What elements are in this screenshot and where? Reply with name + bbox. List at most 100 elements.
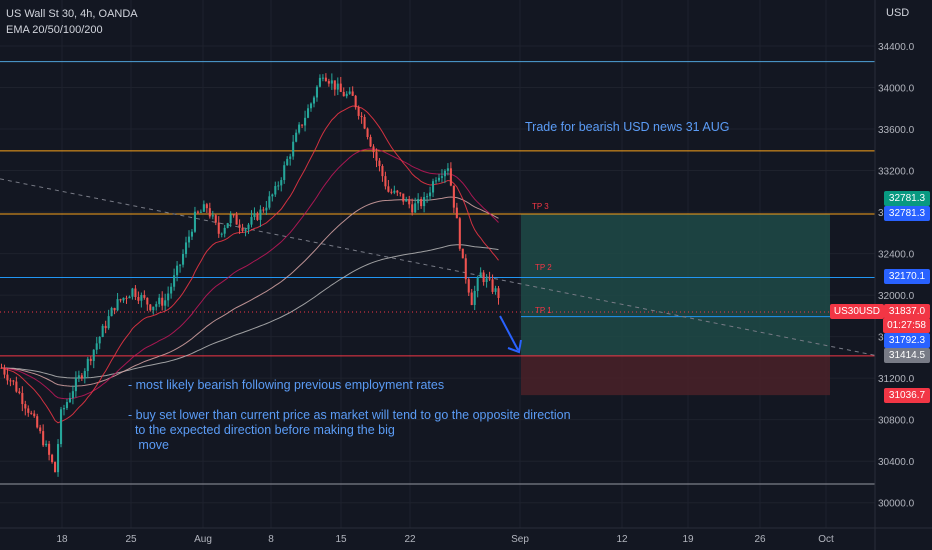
candle bbox=[464, 258, 467, 280]
candle bbox=[443, 170, 446, 177]
time-tick-label: 26 bbox=[754, 534, 766, 545]
candle bbox=[158, 297, 161, 305]
candle bbox=[45, 443, 48, 446]
candle bbox=[104, 325, 107, 329]
candle bbox=[470, 292, 473, 305]
candle bbox=[384, 176, 387, 187]
candle bbox=[423, 197, 426, 207]
candle bbox=[21, 393, 24, 405]
candle bbox=[271, 194, 274, 197]
note-2-line1: - buy set lower than current price as ma… bbox=[128, 408, 571, 422]
candle bbox=[116, 299, 119, 311]
arrow-head bbox=[507, 339, 522, 354]
candle bbox=[333, 80, 336, 90]
candle bbox=[80, 375, 83, 379]
last-price-tag: 31837.0 bbox=[884, 304, 930, 319]
candle bbox=[360, 115, 363, 117]
candle bbox=[306, 108, 310, 118]
tp1-label: TP 1 bbox=[535, 306, 552, 315]
candle bbox=[36, 416, 39, 428]
candle bbox=[301, 124, 304, 126]
candle bbox=[304, 117, 307, 126]
tp2-label: TP 2 bbox=[535, 263, 552, 272]
candle bbox=[315, 86, 319, 98]
note-2-line2: to the expected direction before making … bbox=[128, 423, 395, 437]
entry-price-tag: 31414.5 bbox=[884, 348, 930, 363]
note-2-line3: move bbox=[128, 438, 169, 452]
candle bbox=[253, 213, 256, 218]
candle bbox=[146, 297, 149, 305]
candle bbox=[265, 207, 268, 211]
candle bbox=[229, 214, 232, 224]
candle bbox=[95, 343, 98, 350]
candle bbox=[39, 427, 42, 432]
candle bbox=[59, 409, 63, 445]
candle bbox=[30, 412, 33, 414]
candle bbox=[411, 204, 414, 213]
trade-zones bbox=[521, 214, 830, 396]
candle bbox=[280, 180, 283, 186]
ema-100-line bbox=[1, 196, 499, 387]
candle bbox=[485, 278, 488, 283]
candle bbox=[128, 296, 131, 299]
candle bbox=[437, 177, 441, 181]
candle bbox=[405, 199, 408, 202]
candle bbox=[214, 215, 217, 223]
candle bbox=[173, 275, 176, 287]
price-tick-label: 30000.0 bbox=[878, 499, 915, 510]
candle bbox=[473, 290, 476, 305]
price-tick-label: 32000.0 bbox=[878, 291, 915, 302]
tp2-price-tag: 32170.1 bbox=[884, 269, 930, 284]
indicator-legend[interactable]: EMA 20/50/100/200 bbox=[6, 24, 103, 36]
candle bbox=[336, 83, 339, 90]
candle bbox=[68, 398, 71, 403]
candle bbox=[402, 193, 405, 202]
candle bbox=[167, 293, 170, 301]
candle bbox=[455, 207, 458, 219]
chart-grid bbox=[0, 0, 875, 528]
candle bbox=[250, 217, 253, 225]
candle bbox=[74, 378, 77, 392]
candle bbox=[48, 443, 51, 455]
time-tick-label: Aug bbox=[194, 534, 212, 545]
candle bbox=[15, 381, 18, 392]
price-tick-label: 33200.0 bbox=[878, 167, 915, 178]
candle bbox=[226, 223, 229, 228]
candle bbox=[497, 288, 500, 298]
candle bbox=[381, 166, 384, 177]
candle bbox=[232, 214, 235, 216]
candle bbox=[283, 165, 286, 181]
currency-label: USD bbox=[886, 7, 910, 19]
candle bbox=[110, 307, 113, 317]
candle bbox=[113, 307, 116, 311]
candle bbox=[399, 192, 402, 194]
candle bbox=[431, 181, 435, 193]
candle bbox=[274, 186, 277, 195]
candle bbox=[387, 186, 390, 192]
candle bbox=[259, 209, 262, 220]
candle bbox=[179, 264, 182, 266]
symbol-tag: US30USD bbox=[829, 304, 884, 319]
candle bbox=[345, 93, 348, 97]
candle bbox=[330, 80, 333, 84]
tp3-line-tag: 32781.3 bbox=[884, 206, 930, 221]
candle bbox=[62, 408, 66, 410]
price-tick-label: 30800.0 bbox=[878, 416, 915, 427]
horizontal-levels[interactable] bbox=[0, 61, 876, 485]
ema-50-line bbox=[1, 148, 499, 400]
candle bbox=[491, 279, 494, 292]
candle bbox=[235, 214, 238, 225]
candle bbox=[42, 431, 45, 446]
candle bbox=[190, 231, 194, 237]
candle bbox=[33, 413, 36, 417]
candle bbox=[101, 325, 104, 337]
candle bbox=[208, 208, 211, 217]
candle bbox=[56, 444, 60, 473]
tp3-price-tag: 32781.3 bbox=[884, 191, 930, 206]
price-tick-label: 34000.0 bbox=[878, 84, 915, 95]
time-tick-label: 12 bbox=[616, 534, 628, 545]
candle bbox=[488, 278, 491, 280]
candle bbox=[375, 152, 378, 161]
candle bbox=[351, 91, 354, 96]
